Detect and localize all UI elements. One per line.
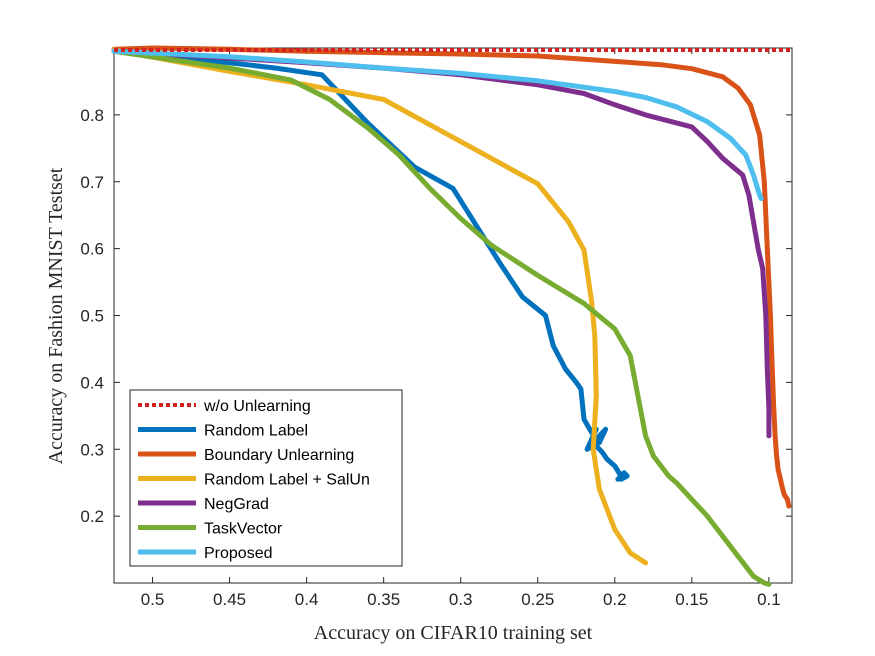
legend-entry-label: Random Label + SalUn bbox=[204, 472, 370, 489]
legend-entry-label: w/o Unlearning bbox=[203, 398, 311, 415]
x-tick-label: 0.4 bbox=[295, 590, 319, 609]
x-tick-label: 0.15 bbox=[675, 590, 708, 609]
y-tick-label: 0.2 bbox=[80, 507, 104, 526]
x-tick-label: 0.5 bbox=[141, 590, 165, 609]
x-tick-label: 0.25 bbox=[521, 590, 554, 609]
y-tick-label: 0.5 bbox=[80, 307, 104, 326]
y-tick-label: 0.8 bbox=[80, 106, 104, 125]
y-tick-label: 0.6 bbox=[80, 240, 104, 259]
x-axis-ticks: 0.5 0.45 0.4 0.35 0.3 0.25 0.2 0.15 0.1 bbox=[141, 48, 781, 609]
y-tick-label: 0.3 bbox=[80, 440, 104, 459]
x-tick-label: 0.1 bbox=[757, 590, 781, 609]
series-line-random-label-salun bbox=[111, 47, 649, 566]
x-tick-label: 0.45 bbox=[213, 590, 246, 609]
y-tick-label: 0.4 bbox=[80, 373, 104, 392]
legend: w/o Unlearning Random Label Boundary Unlea… bbox=[129, 389, 403, 567]
legend-entry-label: Random Label bbox=[204, 423, 308, 440]
y-axis-label: Accuracy on Fashion MNIST Testset bbox=[45, 167, 67, 464]
legend-entry-label: Proposed bbox=[204, 545, 273, 562]
x-tick-label: 0.35 bbox=[367, 590, 400, 609]
y-tick-label: 0.7 bbox=[80, 173, 104, 192]
legend-entry-label: Boundary Unlearning bbox=[204, 447, 354, 464]
series-line-taskvector bbox=[111, 48, 772, 587]
series-line-boundary-unlearning bbox=[111, 45, 792, 509]
x-axis-label: Accuracy on CIFAR10 training set bbox=[314, 622, 593, 644]
legend-entry-label: NegGrad bbox=[204, 496, 269, 513]
y-axis-ticks: 0.2 0.3 0.4 0.5 0.6 0.7 0.8 bbox=[80, 106, 792, 526]
x-tick-label: 0.2 bbox=[603, 590, 627, 609]
series-layer bbox=[111, 45, 792, 587]
legend-entry-label: TaskVector bbox=[204, 521, 283, 538]
x-tick-label: 0.3 bbox=[449, 590, 473, 609]
series-line-proposed bbox=[111, 48, 764, 201]
